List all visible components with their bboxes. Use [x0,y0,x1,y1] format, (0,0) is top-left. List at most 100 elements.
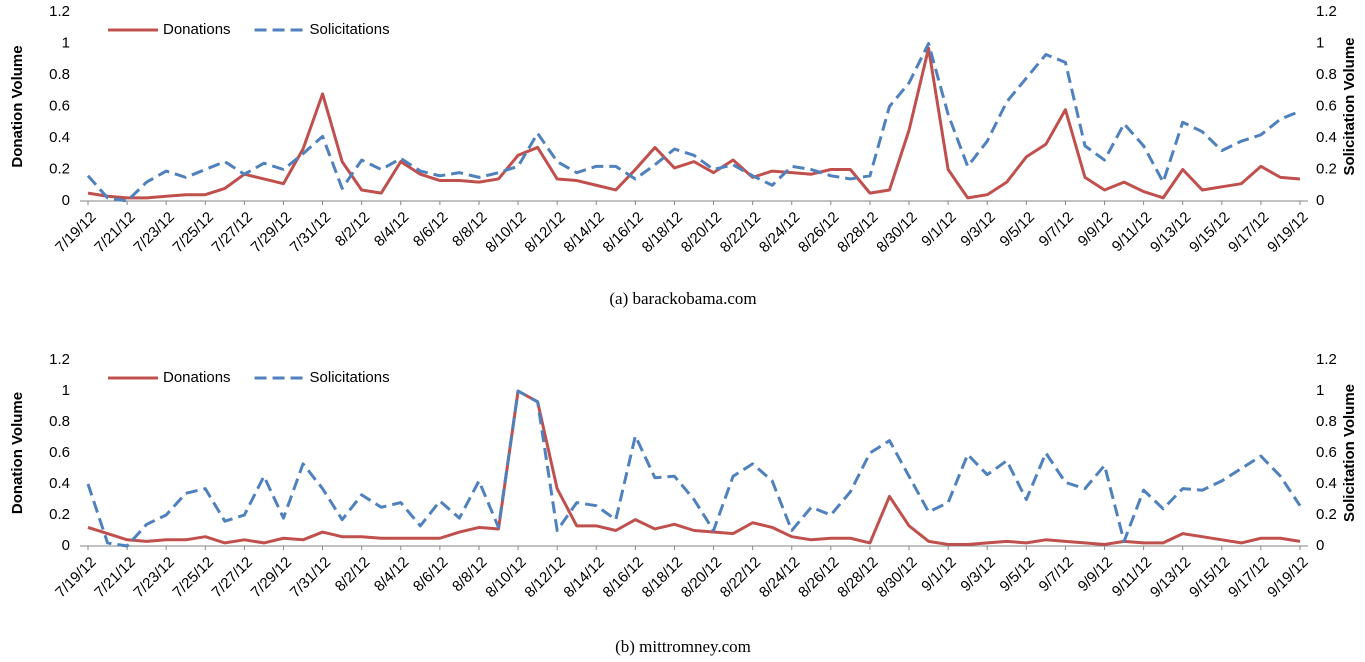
y2-tick-label: 0.4 [1316,129,1337,146]
x-tick-label: 9/3/12 [957,554,999,596]
x-tick-label: 8/6/12 [410,209,452,251]
y-tick-label: 0.4 [49,129,70,146]
y-tick-label: 0.2 [49,160,70,177]
legend-label: Solicitations [310,369,390,386]
x-tick-label: 7/21/12 [91,554,138,601]
x-tick-label: 8/26/12 [795,554,842,601]
series-line [86,389,1302,548]
x-tick-label: 8/14/12 [560,209,607,256]
x-tick-label: 8/4/12 [371,554,413,596]
x-tick-label: 9/13/12 [1147,209,1194,256]
series-line [87,46,1301,200]
x-tick-label: 7/29/12 [248,209,295,256]
x-tick-label: 9/15/12 [1186,554,1233,601]
x-tick-label: 9/17/12 [1225,554,1272,601]
y2-axis-title: Solicitation Volume [1341,37,1358,175]
x-tick-label: 9/11/12 [1109,209,1156,256]
x-tick-label: 7/23/12 [130,209,177,256]
y2-tick-label: 1.2 [1316,351,1337,368]
x-tick-label: 8/30/12 [873,554,920,601]
x-tick-label: 8/2/12 [332,554,374,596]
x-tick-label: 8/12/12 [521,554,568,601]
x-tick-label: 7/27/12 [209,209,256,256]
x-tick-label: 8/18/12 [639,554,686,601]
y-tick-label: 0.8 [49,66,70,83]
legend-label: Solicitations [310,21,390,38]
y2-tick-label: 0.2 [1316,506,1337,523]
x-tick-label: 7/23/12 [130,554,177,601]
x-tick-label: 8/10/12 [482,209,529,256]
y2-tick-label: 0.2 [1316,160,1337,177]
y2-axis-title: Solicitation Volume [1341,384,1358,522]
x-tick-label: 8/20/12 [678,554,725,601]
y-tick-label: 0.4 [49,475,70,492]
legend-label: Donations [163,21,231,38]
x-tick-label: 8/10/12 [482,554,529,601]
series-line [86,42,1301,203]
y-tick-label: 0 [62,192,70,209]
y-tick-label: 0.8 [49,413,70,430]
x-tick-label: 8/22/12 [717,554,764,601]
x-tick-label: 9/13/12 [1147,554,1194,601]
x-tick-label: 7/19/12 [52,209,99,256]
x-tick-label: 7/31/12 [287,209,334,256]
x-tick-label: 8/28/12 [834,554,881,601]
x-tick-label: 8/22/12 [717,209,764,256]
x-tick-label: 8/26/12 [795,209,842,256]
x-tick-label: 8/18/12 [639,209,686,256]
series-line [87,389,1301,546]
x-tick-label: 8/16/12 [600,554,647,601]
x-tick-label: 7/25/12 [170,209,217,256]
y2-tick-label: 1 [1316,382,1324,399]
y-tick-label: 0 [62,537,70,554]
x-tick-label: 9/7/12 [1036,209,1078,251]
x-tick-label: 7/31/12 [287,554,334,601]
y2-tick-label: 0.6 [1316,444,1337,461]
caption: (b) mittromney.com [615,637,751,656]
y-tick-label: 0.2 [49,506,70,523]
x-tick-label: 8/2/12 [332,209,374,251]
x-tick-label: 8/28/12 [834,209,881,256]
x-tick-label: 8/16/12 [600,209,647,256]
y2-tick-label: 1.2 [1316,3,1337,20]
y2-tick-label: 0 [1316,537,1324,554]
x-tick-label: 8/6/12 [410,554,452,596]
y-axis-title: Donation Volume [9,392,26,514]
x-tick-label: 9/5/12 [996,554,1038,596]
chart-panel: 0 0.2 0.4 0.6 0.8 1 1.2 0 0.2 0.4 0.6 0.8 1 1.2 7/19/1… [9,351,1358,656]
y-tick-label: 1 [62,382,70,399]
y-axis-title: Donation Volume [9,45,26,167]
y2-tick-label: 0.4 [1316,475,1337,492]
x-tick-label: 8/30/12 [873,209,920,256]
y-tick-label: 1.2 [49,351,70,368]
x-tick-label: 9/1/12 [918,209,960,251]
caption: (a) barackobama.com [609,289,756,308]
x-tick-label: 7/29/12 [248,554,295,601]
x-tick-label: 7/19/12 [52,554,99,601]
y2-tick-label: 0 [1316,192,1324,209]
x-tick-label: 9/15/12 [1186,209,1233,256]
x-tick-label: 9/1/12 [918,554,960,596]
x-tick-label: 8/20/12 [678,209,725,256]
x-tick-label: 9/7/12 [1036,554,1078,596]
x-tick-label: 7/21/12 [91,209,138,256]
y-tick-label: 0.6 [49,97,70,114]
x-tick-label: 9/5/12 [996,209,1038,251]
y-tick-label: 0.6 [49,444,70,461]
y-tick-label: 1.2 [49,3,70,20]
x-tick-label: 8/24/12 [756,209,803,256]
x-tick-label: 7/25/12 [170,554,217,601]
x-tick-label: 9/17/12 [1225,209,1272,256]
y2-tick-label: 0.8 [1316,413,1337,430]
x-tick-label: 8/14/12 [560,554,607,601]
x-tick-label: 9/3/12 [957,209,999,251]
legend-label: Donations [163,369,231,386]
chart-panel: 0 0.2 0.4 0.6 0.8 1 1.2 0 0.2 0.4 0.6 0.8 1 1.2 7/19/1… [9,3,1358,308]
x-tick-label: 9/19/12 [1264,554,1311,601]
y-tick-label: 1 [62,34,70,51]
x-tick-label: 9/11/12 [1109,554,1156,601]
y2-tick-label: 0.8 [1316,66,1337,83]
x-tick-label: 8/12/12 [521,209,568,256]
